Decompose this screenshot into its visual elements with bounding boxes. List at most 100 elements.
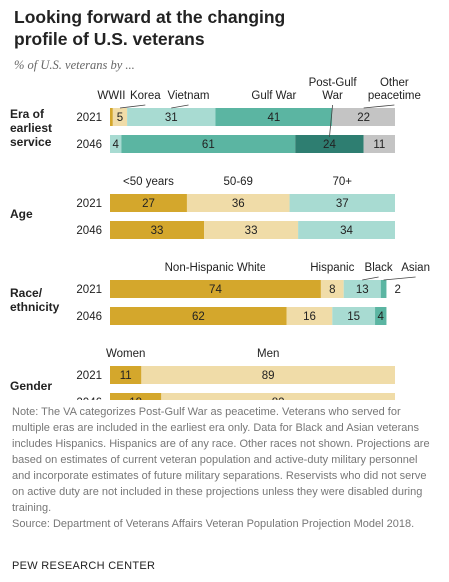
bar-segment [204, 221, 299, 239]
series-label: Gulf War [251, 90, 297, 102]
group-label-wrap: Age [10, 184, 80, 244]
series-label-box: Vietnam [167, 90, 210, 102]
series-label-wrap: Gulf War [224, 71, 324, 103]
series-label-box: Gulf War [224, 71, 324, 103]
group-label-wrap: Era of earliest service [10, 98, 80, 158]
group-label-box: Era of earliest service [10, 98, 80, 158]
bar-segment [375, 307, 387, 325]
bar-segment [380, 280, 387, 298]
footer: PEW RESEARCH CENTER [12, 560, 156, 572]
series-label-wrap: Korea [95, 71, 195, 103]
bar-segment [186, 194, 290, 212]
leader-line [383, 276, 416, 281]
series-label-wrap: Post-Gulf War [283, 71, 383, 103]
group-label-box: Age [10, 184, 80, 244]
value-label: 5 [117, 112, 123, 124]
series-label: <50 years [123, 176, 174, 188]
series-label: Asian [401, 262, 430, 274]
leader-line [329, 104, 333, 138]
value-label: 8 [329, 284, 335, 296]
bar-segment [332, 108, 395, 126]
year-label: 2021 [76, 370, 102, 382]
bar-segment [363, 135, 395, 153]
value-label: 82 [272, 397, 285, 400]
series-label: Hispanic [310, 262, 355, 274]
group-label-wrap: Race/ ethnicity [10, 270, 80, 330]
series-label-box: Other peacetime [344, 71, 444, 103]
year-label: 2021 [76, 284, 102, 296]
series-label-box: Hispanic [282, 243, 382, 275]
year-label: 2046 [76, 397, 102, 400]
series-label-box: Asian [366, 243, 449, 275]
series-label: Vietnam [167, 90, 210, 102]
chart: Era of earliest service 2021 5 31 41 22 2046 4 6… [10, 71, 449, 400]
bar-segment [343, 280, 381, 298]
year-label: 2046 [76, 139, 102, 151]
value-label: 74 [209, 284, 222, 296]
group-label: Gender [10, 379, 53, 393]
value-label: 33 [151, 225, 164, 237]
value-label: 62 [192, 311, 205, 323]
series-label: 70+ [332, 176, 353, 188]
series-label-box: Black [365, 262, 393, 274]
bar-segment [110, 108, 113, 126]
bar-segment [110, 221, 205, 239]
bar-segment [161, 393, 395, 400]
value-label: 11 [373, 139, 385, 151]
value-label: 34 [340, 225, 353, 237]
series-label-wrap: <50 years [98, 157, 198, 189]
note: Note: The VA categorizes Post-Gulf War a… [12, 406, 430, 514]
series-label: Men [256, 348, 280, 360]
source: Source: Department of Veterans Affairs V… [12, 518, 415, 530]
series-label: Post-Gulf War [308, 77, 357, 102]
series-label-wrap: Hispanic [282, 243, 382, 275]
value-label: 15 [347, 311, 360, 323]
bar-segment [127, 108, 216, 126]
bar-segment [110, 393, 162, 400]
value-label: 13 [356, 284, 369, 296]
series-label-wrap: 50-69 [188, 157, 288, 189]
series-label-box: <50 years [98, 157, 198, 189]
value-label: 4 [378, 311, 385, 323]
series-label: Korea [129, 90, 161, 102]
value-label: 22 [357, 112, 370, 124]
bar-segment [286, 307, 333, 325]
bar-segment [289, 194, 395, 212]
value-label: 11 [120, 370, 132, 382]
year-label: 2046 [76, 225, 102, 237]
value-label: 41 [267, 112, 280, 124]
value-label: 31 [165, 112, 178, 124]
value-label: 18 [129, 397, 142, 400]
bar-segment [320, 280, 344, 298]
value-label: 37 [336, 198, 349, 210]
value-label: 24 [323, 139, 336, 151]
leader-line [171, 104, 189, 109]
bar-segment [110, 307, 287, 325]
series-label-box: Korea [95, 71, 195, 103]
notes: Note: The VA categorizes Post-Gulf War a… [12, 404, 437, 532]
subtitle: % of U.S. veterans by ... [14, 58, 135, 72]
bar-segment [141, 366, 395, 384]
series-label: WWII [97, 90, 126, 102]
year-label: 2046 [76, 311, 102, 323]
series-label-wrap: WWII [61, 71, 161, 103]
year-label: 2021 [76, 112, 102, 124]
group-label: Age [10, 207, 33, 221]
bar-segment [110, 366, 142, 384]
series-label-box: Women [106, 348, 145, 360]
series-label-box: 70+ [332, 176, 353, 188]
group-label-wrap: Gender [10, 356, 80, 400]
series-label: Non-Hispanic White [165, 262, 266, 274]
leader-line [363, 104, 395, 109]
value-label: 16 [303, 311, 316, 323]
series-label-wrap: Asian [366, 243, 449, 275]
series-label-box: Non-Hispanic White [165, 262, 266, 274]
series-label: 50-69 [223, 176, 253, 188]
group-label-box: Race/ ethnicity [10, 270, 80, 330]
series-label-box: Men [256, 348, 280, 360]
series-label-wrap: Other peacetime [344, 71, 444, 103]
bar-segment [298, 221, 395, 239]
series-label: Other peacetime [367, 77, 421, 102]
leader-line [362, 276, 379, 281]
bar-segment [110, 135, 122, 153]
